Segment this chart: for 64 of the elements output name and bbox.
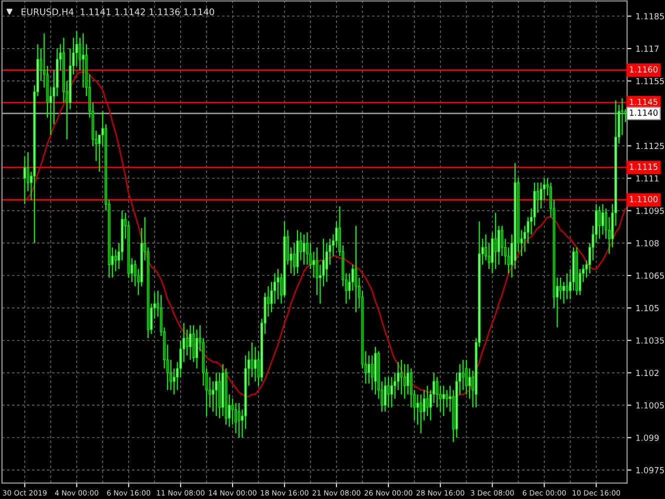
candlestick — [215, 372, 218, 417]
y-tick-label: 1.105 — [636, 304, 659, 312]
candlestick — [442, 385, 445, 417]
y-tick-label: 1.108 — [636, 240, 659, 246]
candlestick — [598, 206, 601, 240]
candlestick — [368, 354, 370, 384]
y-tick-label: 1.1125 — [636, 142, 664, 150]
y-tick-label: 1.111 — [636, 175, 659, 182]
candlestick — [562, 281, 566, 304]
candlestick — [23, 156, 26, 205]
y-tick-label: 1.099 — [636, 434, 659, 441]
y-tick-label: 1.1035 — [636, 337, 664, 344]
candlestick — [403, 364, 406, 400]
candlestick — [312, 251, 315, 278]
y-tick-label: 1.1065 — [636, 272, 664, 279]
candlestick — [292, 242, 296, 276]
candlestick — [446, 390, 448, 408]
candlestick — [536, 182, 540, 214]
candlestick — [186, 329, 188, 356]
candlestick — [250, 342, 254, 378]
candlestick — [354, 225, 358, 313]
candlestick — [325, 242, 328, 283]
candlestick — [254, 346, 257, 382]
candlestick — [420, 394, 422, 434]
candlestick — [387, 376, 390, 408]
y-tick-label: 1.1005 — [636, 402, 664, 408]
y-tick-label: 1.1185 — [636, 13, 664, 20]
candlestick — [494, 212, 497, 270]
line-series — [24, 72, 626, 400]
candlestick — [559, 277, 562, 300]
ref-line-label: 1.1140 — [630, 110, 658, 116]
ref-line-label: 1.1160 — [630, 66, 658, 73]
ref-line-label: 1.1145 — [630, 98, 658, 106]
candlestick — [196, 329, 198, 370]
y-tick-label: 1.1095 — [636, 208, 664, 214]
candlestick — [465, 359, 468, 395]
candlestick — [540, 182, 542, 210]
candlestick — [400, 359, 403, 395]
candlestick — [114, 249, 117, 272]
candlestick — [306, 232, 308, 266]
candlestick — [416, 394, 419, 426]
candlestick — [406, 364, 410, 395]
text: EURUSD,H4 1.1141 1.1142 1.1136 1.1140 — [22, 8, 214, 16]
candlestick — [384, 376, 386, 412]
candlestick — [426, 385, 429, 417]
y-tick-label: 1.117 — [636, 46, 659, 52]
candlestick — [238, 402, 240, 438]
candlestick — [189, 324, 192, 360]
candlestick — [82, 32, 84, 88]
ref-line-label: 1.1100 — [630, 196, 658, 202]
ref-line-label: 1.1115 — [630, 164, 658, 170]
candlestick — [302, 234, 306, 266]
y-tick-label: 1.1155 — [636, 78, 664, 84]
candlestick — [370, 354, 374, 391]
y-tick-label: 1.102 — [636, 370, 658, 376]
candlestick — [566, 272, 568, 300]
candlestick — [601, 204, 604, 236]
y-tick-label: 1.0975 — [636, 467, 664, 474]
candlestick — [390, 376, 393, 408]
candlestick — [468, 368, 471, 400]
candlestick — [234, 402, 238, 434]
candlestick — [462, 359, 464, 391]
candlestick — [276, 268, 280, 300]
candlestick — [436, 376, 438, 408]
